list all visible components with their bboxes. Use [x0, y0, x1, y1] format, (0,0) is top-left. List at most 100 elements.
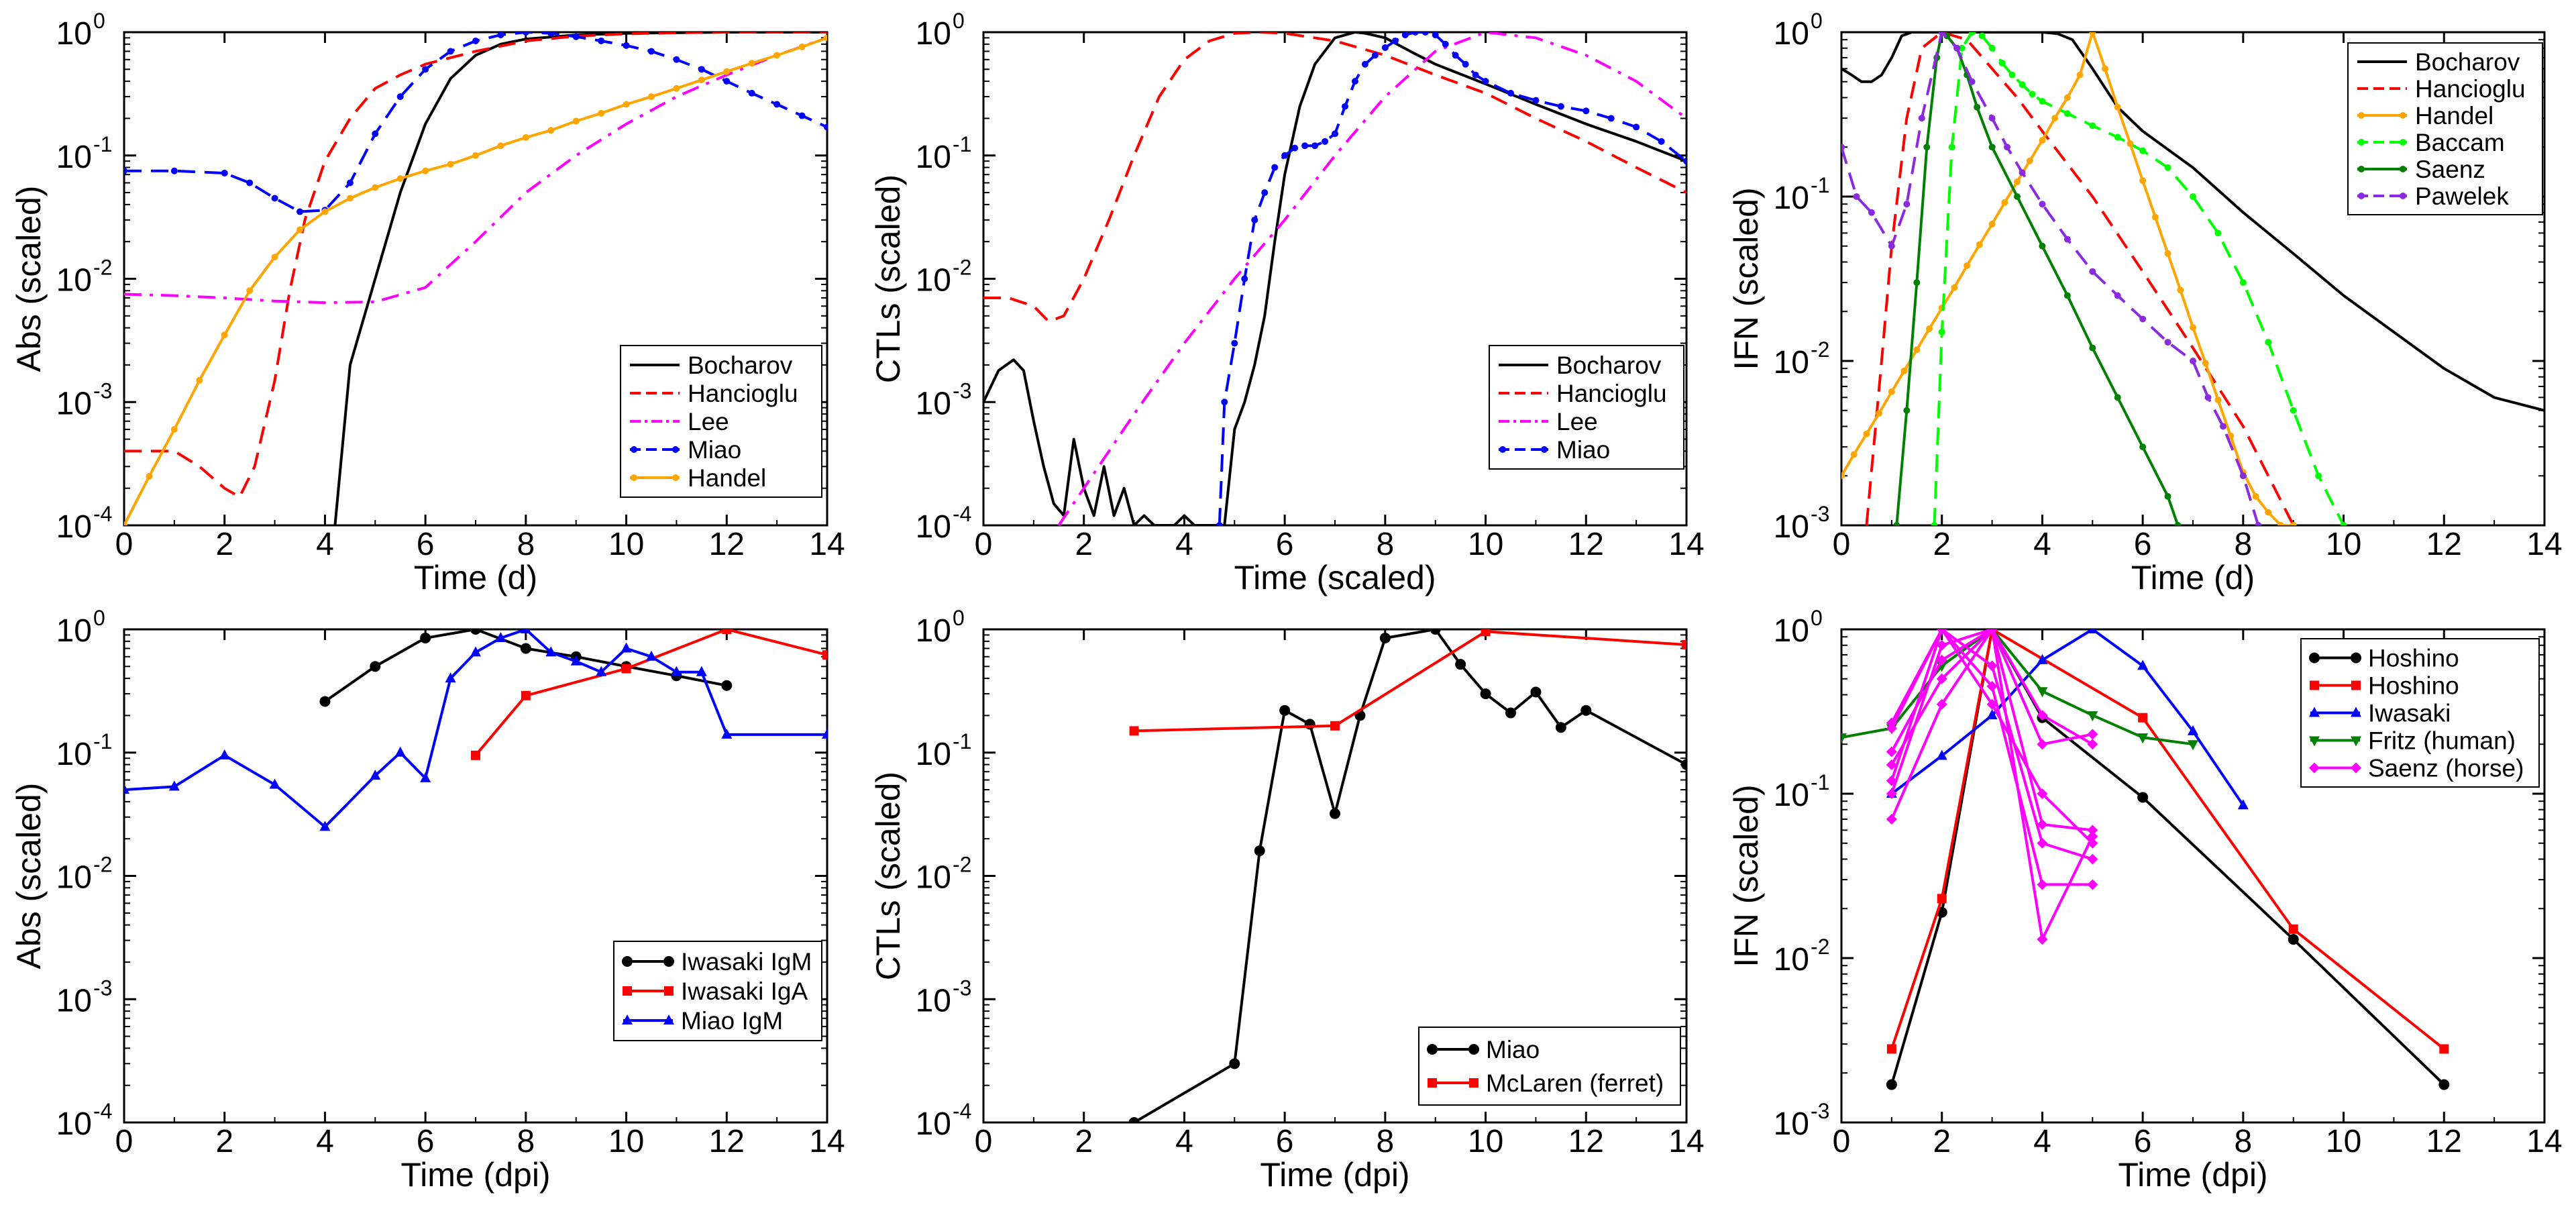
data-point — [1279, 704, 1291, 716]
y-tick-exponent: -2 — [1811, 337, 1829, 362]
data-point — [2037, 934, 2048, 945]
data-point — [696, 666, 707, 676]
data-point — [1938, 328, 1945, 335]
y-tick-label: 10 — [916, 509, 951, 545]
legend-label: Pawelek — [2415, 182, 2509, 210]
data-point — [1936, 673, 1947, 684]
y-tick-exponent: -4 — [93, 502, 112, 526]
x-tick-label: 4 — [316, 527, 334, 562]
x-tick-label: 0 — [975, 1124, 993, 1159]
x-tick-label: 0 — [1833, 527, 1851, 562]
y-axis-label: CTLs (scaled) — [869, 772, 907, 980]
y-tick-label: 10 — [1774, 942, 1809, 978]
data-point — [1682, 639, 1686, 649]
series-line — [333, 32, 827, 525]
x-axis-label: Time (d) — [2131, 559, 2255, 596]
data-point — [798, 112, 806, 119]
legend-entry: Bocharov — [2357, 48, 2520, 76]
data-point — [2114, 292, 2121, 299]
y-axis-label: CTLs (scaled) — [869, 174, 907, 383]
data-point — [623, 42, 630, 49]
data-point — [124, 522, 127, 525]
data-point — [1271, 164, 1279, 171]
y-tick-exponent: -3 — [93, 976, 112, 1000]
data-point — [1936, 749, 1947, 760]
data-point — [2037, 653, 2048, 664]
data-point — [372, 130, 379, 138]
data-point — [219, 749, 230, 759]
y-tick-label: 10 — [916, 983, 951, 1018]
legend-label: Saenz (horse) — [2368, 755, 2524, 782]
data-point — [370, 661, 381, 672]
data-point — [721, 680, 733, 691]
x-tick-label: 12 — [2426, 1124, 2462, 1159]
data-point — [1951, 284, 1958, 291]
data-point — [1480, 688, 1491, 700]
data-point — [1128, 1117, 1140, 1122]
data-point — [2087, 711, 2098, 722]
legend-box — [1418, 1027, 1681, 1106]
data-point — [2190, 358, 2196, 364]
data-point — [722, 629, 732, 634]
data-point — [2204, 394, 2212, 401]
x-tick-label: 0 — [1833, 1124, 1851, 1159]
data-point — [2029, 91, 2036, 98]
data-point — [271, 195, 278, 202]
y-axis-label: IFN (scaled) — [1727, 784, 1765, 967]
legend-entry: Iwasaki IgA — [623, 978, 808, 1005]
data-point — [748, 60, 755, 67]
x-tick-label: 6 — [1276, 527, 1294, 562]
data-point — [2265, 509, 2272, 516]
y-tick-exponent: -1 — [1811, 173, 1829, 197]
data-point — [394, 746, 406, 757]
y-tick-label: 10 — [1774, 16, 1809, 52]
series-line — [1841, 32, 2544, 412]
data-point — [1231, 339, 1238, 347]
y-tick-label: 10 — [916, 16, 951, 52]
data-point — [246, 287, 254, 295]
data-point — [196, 376, 203, 384]
data-point — [547, 127, 555, 134]
data-point — [2051, 115, 2059, 122]
data-point — [1330, 808, 1340, 819]
data-point — [1430, 629, 1441, 635]
data-point — [346, 195, 354, 202]
data-point — [1926, 325, 1933, 333]
data-point — [545, 646, 557, 657]
data-point — [1301, 142, 1309, 150]
legend-label: Iwasaki IgA — [681, 978, 808, 1005]
y-axis-label: IFN (scaled) — [1727, 187, 1765, 370]
data-point — [596, 666, 607, 676]
data-point — [319, 821, 331, 831]
series-mclaren-ferret- — [1129, 629, 1686, 736]
series-miao — [124, 32, 827, 215]
legend-entry: Hoshino — [2310, 672, 2459, 700]
data-point — [2190, 193, 2196, 200]
data-point — [1442, 40, 1449, 48]
data-point — [1886, 746, 1897, 757]
data-point — [1938, 32, 1945, 36]
data-point — [2137, 733, 2149, 744]
data-point — [420, 772, 431, 782]
legend-entry: Hancioglu — [1499, 380, 1667, 407]
y-tick-label: 10 — [1774, 509, 1809, 545]
data-point — [2340, 522, 2347, 525]
data-point — [2037, 837, 2048, 849]
y-tick-exponent: -3 — [1811, 502, 1829, 526]
legend-entry: Miao — [1499, 436, 1610, 464]
legend-entry: Lee — [630, 408, 729, 435]
x-tick-label: 12 — [1568, 1124, 1604, 1159]
data-point — [1886, 759, 1897, 770]
series-lee — [124, 36, 827, 305]
data-point — [1974, 103, 1981, 111]
data-point — [1988, 115, 1996, 122]
x-tick-label: 12 — [1568, 527, 1604, 562]
data-point — [2174, 522, 2182, 525]
x-tick-label: 8 — [2235, 527, 2253, 562]
data-point — [2139, 315, 2147, 323]
x-tick-label: 8 — [517, 1124, 535, 1159]
data-point — [1481, 629, 1491, 637]
data-point — [2037, 739, 2048, 750]
